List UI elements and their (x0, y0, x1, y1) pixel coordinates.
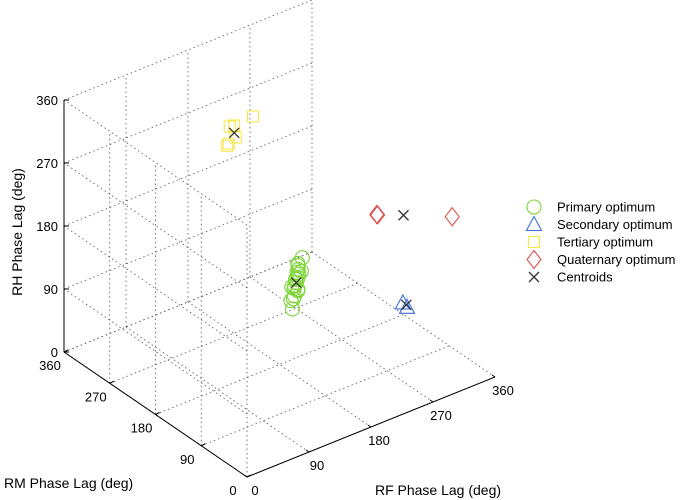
y-tick-label: 90 (180, 452, 194, 467)
x-tick-label: 180 (368, 433, 390, 448)
quaternary-optimum-point (369, 204, 385, 225)
primary-optimum-legend-label: Primary optimum (557, 200, 655, 215)
primary-optimum-legend-marker (526, 199, 542, 215)
primary-optimum-point (287, 278, 303, 294)
x-tick (305, 449, 310, 453)
primary-optimum-point (290, 255, 306, 271)
tertiary-optimum-legend-label: Tertiary optimum (557, 235, 653, 250)
z-tick-label: 270 (36, 156, 58, 171)
grid-line (63, 225, 248, 352)
tertiary-optimum-point (228, 119, 241, 132)
tertiary-optimum-point (221, 139, 234, 152)
quaternary-optimum-legend-label: Quaternary optimum (557, 252, 676, 267)
centroids-point (400, 299, 412, 311)
x-tick-label: 360 (492, 383, 514, 398)
primary-optimum-point (290, 281, 306, 298)
grid-line (125, 326, 310, 453)
z-tick-label: 180 (36, 219, 58, 234)
centroids-point (398, 209, 409, 221)
grid-line (187, 301, 372, 428)
secondary-optimum-legend-marker (525, 215, 543, 232)
grid-line (249, 276, 434, 403)
secondary-optimum-point (398, 298, 416, 314)
quaternary-optimum-point (444, 206, 460, 227)
grid-line (63, 162, 248, 289)
grid-line (63, 99, 248, 226)
primary-optimum-point (284, 301, 301, 317)
z-tick-label: 0 (51, 345, 58, 360)
primary-optimum-point (288, 271, 304, 287)
legend: Primary optimum Secondary optimum Tertiary… (525, 199, 676, 285)
grid-line (63, 288, 248, 415)
x-tick (243, 474, 248, 478)
centroids-legend-label: Centroids (557, 270, 613, 285)
grid-line (109, 282, 358, 384)
x-tick (367, 424, 372, 428)
grid-line (155, 314, 404, 415)
x-tick-label: 90 (310, 458, 324, 473)
grid-line (311, 251, 496, 378)
y-tick-label: 270 (85, 389, 107, 404)
centroids-legend-marker (528, 271, 540, 283)
primary-optimum-point (283, 293, 299, 309)
x-tick (491, 374, 496, 378)
tertiary-optimum-point (246, 110, 259, 123)
y-axis-label: RM Phase Lag (deg) (4, 475, 133, 491)
y-tick (201, 443, 206, 447)
x-axis-label: RF Phase Lag (deg) (375, 482, 501, 498)
centroids-point (228, 127, 240, 139)
x-tick (429, 399, 434, 403)
secondary-optimum-legend-label: Secondary optimum (557, 217, 673, 232)
marks-layer (221, 110, 460, 317)
tertiary-optimum-point (222, 137, 235, 150)
primary-optimum-point (290, 261, 306, 277)
centroids-point (290, 277, 302, 289)
z-axis-label: RH Phase Lag (deg) (9, 168, 25, 296)
y-tick-label: 0 (229, 483, 236, 498)
y-tick-label: 360 (39, 358, 61, 373)
tertiary-optimum-point (223, 120, 236, 133)
y-tick (155, 412, 160, 415)
tertiary-optimum-legend-marker (527, 235, 541, 249)
z-tick-label: 360 (36, 93, 58, 108)
y-tick (246, 474, 252, 478)
z-tick-label: 90 (44, 282, 58, 297)
quaternary-optimum-legend-marker (526, 249, 542, 270)
y-tick (109, 380, 114, 384)
grid-layer (63, 0, 496, 478)
quaternary-optimum-point (369, 205, 386, 225)
x-tick-label: 0 (251, 483, 258, 498)
y-tick-label: 180 (131, 421, 153, 436)
x-tick-label: 270 (430, 408, 452, 423)
